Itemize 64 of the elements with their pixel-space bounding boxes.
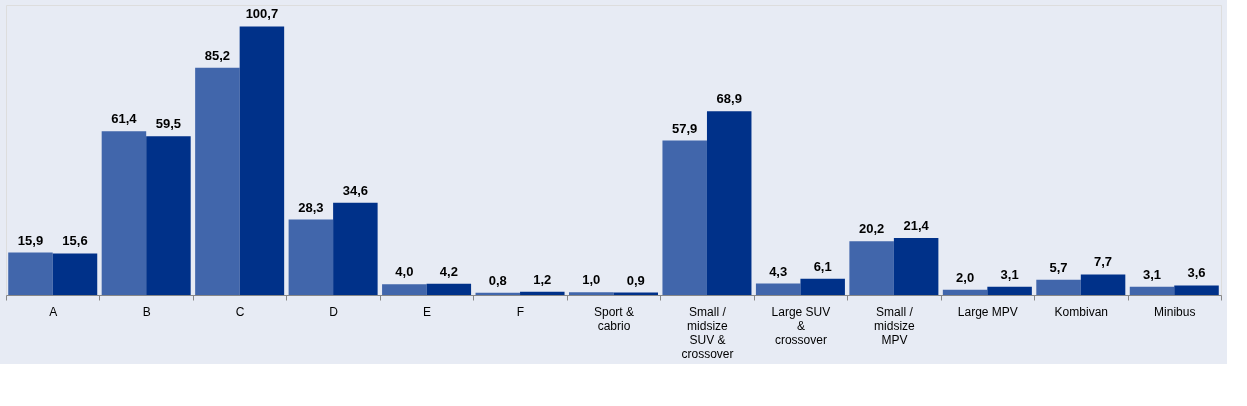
data-label: 4,2 <box>439 263 458 279</box>
bar <box>426 283 472 295</box>
bar <box>239 26 285 295</box>
bar <box>1080 274 1126 295</box>
data-label: 100,7 <box>245 6 279 22</box>
bar <box>800 278 845 295</box>
x-tick-label: Large MPV <box>957 304 1018 319</box>
x-tick-label: B <box>142 304 151 319</box>
data-label: 1,2 <box>533 271 552 287</box>
data-label: 1,0 <box>582 272 601 288</box>
data-label: 2,0 <box>956 269 975 285</box>
data-label: 5,7 <box>1049 259 1068 275</box>
data-label: 61,4 <box>111 111 138 127</box>
x-tick-label: Large SUV & crossover <box>771 304 831 347</box>
x-tick-label: A <box>49 304 58 319</box>
data-label: 21,4 <box>903 217 930 233</box>
x-tick-label: Kombivan <box>1054 304 1108 319</box>
data-label: 7,7 <box>1094 254 1113 270</box>
bar <box>101 131 147 295</box>
bar <box>755 283 801 295</box>
bar <box>942 289 988 295</box>
bar <box>146 136 191 295</box>
bar <box>288 219 334 295</box>
data-label: 3,1 <box>1142 266 1162 282</box>
bar <box>333 202 378 295</box>
data-label: 15,6 <box>62 233 88 249</box>
x-tick-label: F <box>516 304 525 319</box>
data-label: 3,6 <box>1187 265 1206 281</box>
x-tick-label: D <box>329 304 339 319</box>
data-label: 6,1 <box>813 258 832 274</box>
data-label: 0,8 <box>488 272 507 288</box>
data-label: 4,0 <box>395 264 414 280</box>
data-label: 34,6 <box>342 182 369 198</box>
x-tick-label: Minibus <box>1154 304 1196 319</box>
data-label: 68,9 <box>716 91 742 107</box>
bar <box>52 253 98 295</box>
data-label: 20,2 <box>858 221 885 237</box>
data-label: 28,3 <box>298 199 324 215</box>
bar <box>849 241 894 295</box>
bar <box>382 284 427 295</box>
x-tick-label: Small / midsize MPV <box>874 304 916 347</box>
bar <box>987 286 1032 295</box>
data-label: 4,3 <box>769 263 788 279</box>
bar <box>1174 285 1219 295</box>
x-tick-label: Small / midsize SUV & crossover <box>681 304 734 361</box>
bar <box>195 67 240 295</box>
bar <box>475 292 521 295</box>
data-label: 0,9 <box>626 272 645 288</box>
bar <box>568 292 614 295</box>
x-tick-label: Sport & cabrio <box>593 304 635 333</box>
bar <box>1036 279 1081 295</box>
bar <box>1129 286 1175 295</box>
bar <box>520 291 565 295</box>
data-label: 57,9 <box>672 120 698 136</box>
x-tick-label: E <box>423 304 432 319</box>
data-label: 85,2 <box>204 47 231 63</box>
bar <box>706 111 752 295</box>
bar <box>893 237 939 295</box>
x-tick-label: C <box>235 304 245 319</box>
bar <box>662 140 707 295</box>
data-label: 59,5 <box>155 116 182 132</box>
data-label: 15,9 <box>17 232 44 248</box>
bar <box>8 252 53 295</box>
data-label: 3,1 <box>1000 266 1019 282</box>
